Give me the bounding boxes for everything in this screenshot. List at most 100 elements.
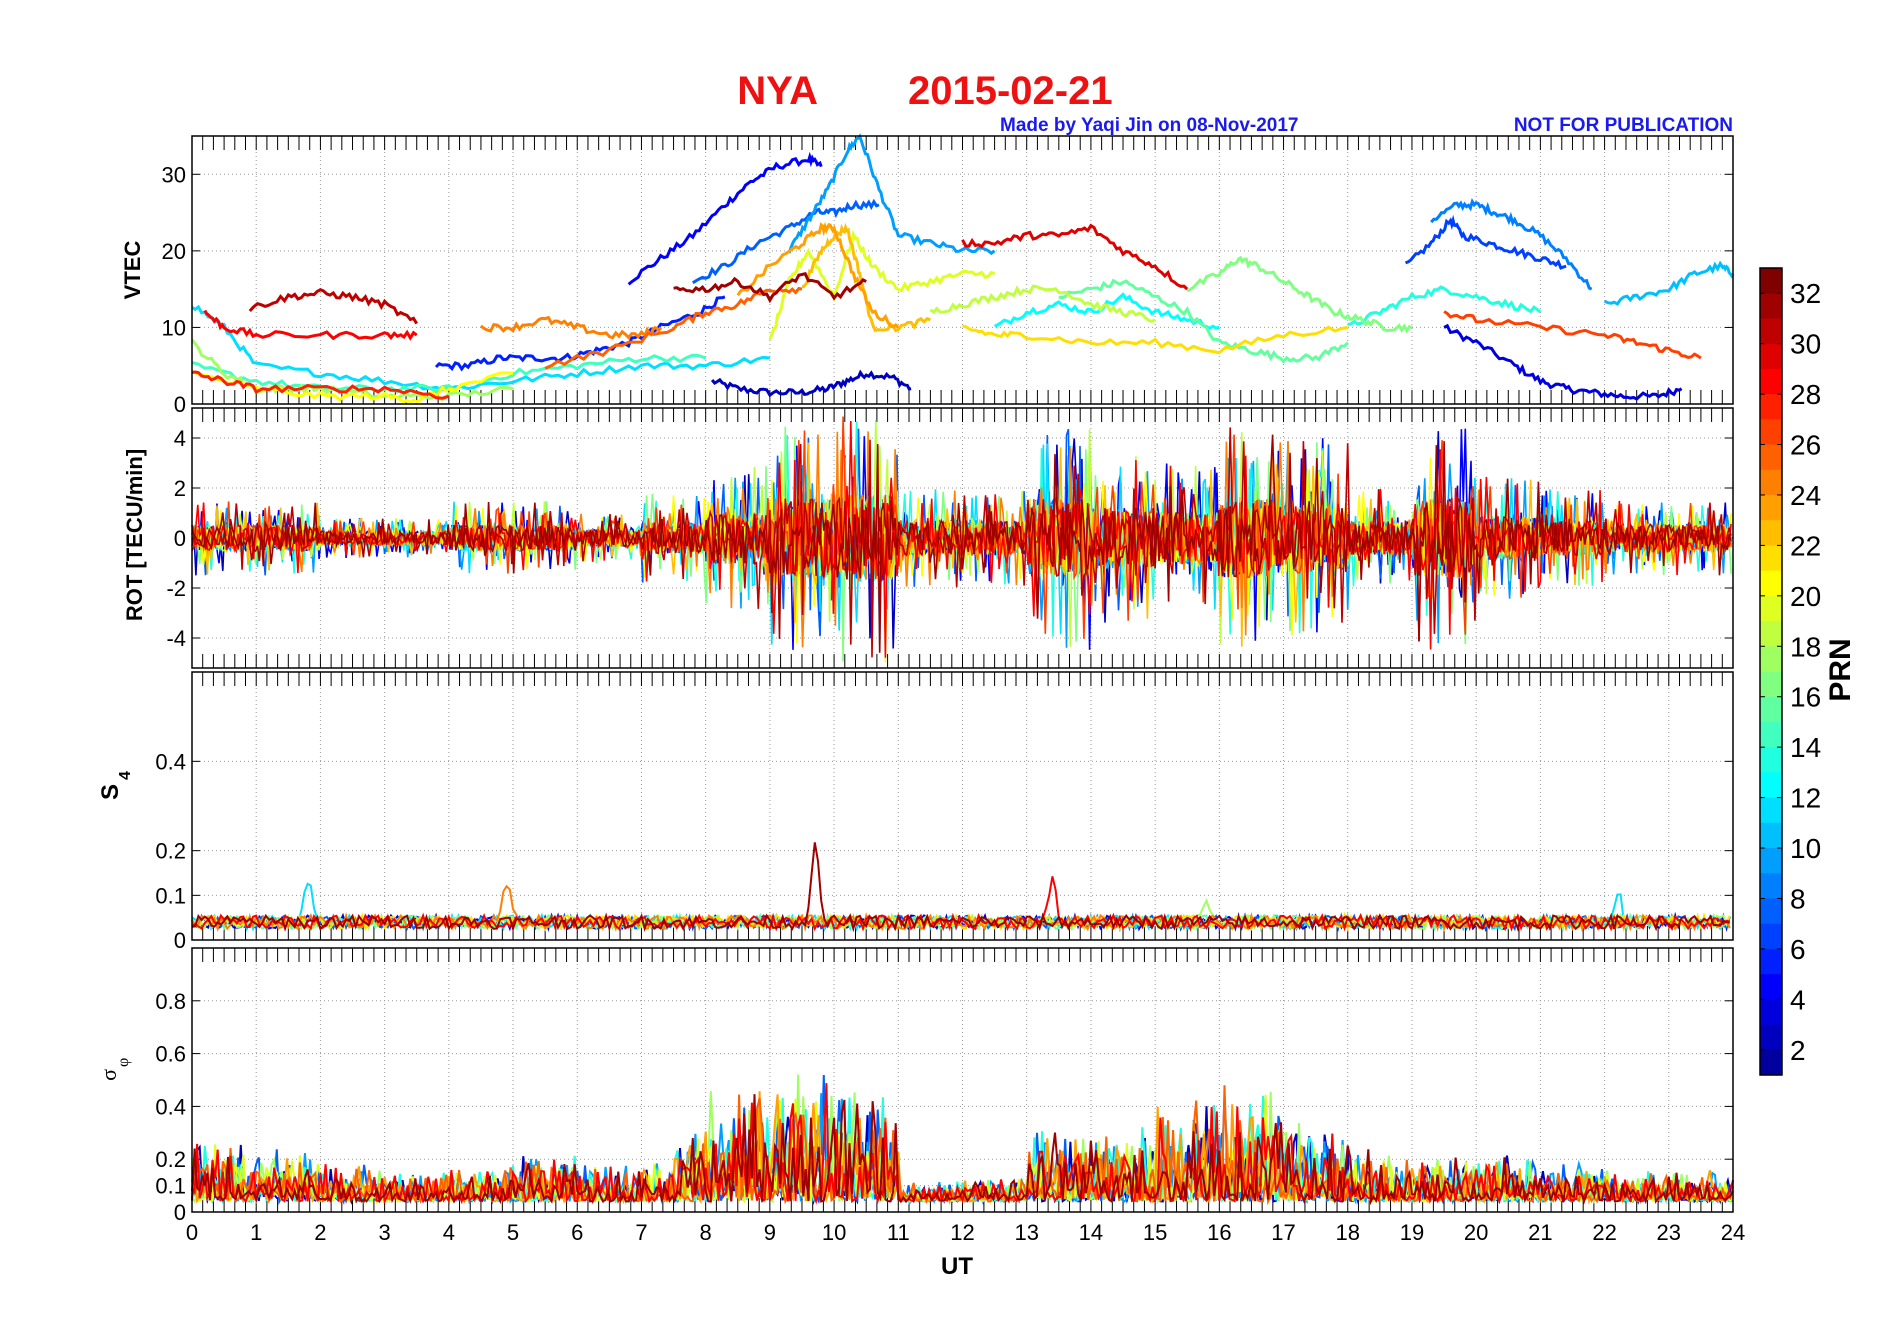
x-tick-label: 15 <box>1143 1220 1167 1245</box>
colorbar-tick-label: 6 <box>1790 934 1806 965</box>
vtec-series-prn-10 <box>787 133 996 256</box>
x-tick-label: 9 <box>764 1220 776 1245</box>
colorbar-cell <box>1760 520 1782 546</box>
title-station: NYA <box>737 69 818 113</box>
x-tick-label: 2 <box>314 1220 326 1245</box>
x-tick-label: 5 <box>507 1220 519 1245</box>
vtec-series-prn-27 <box>1443 310 1702 360</box>
x-tick-label: 7 <box>635 1220 647 1245</box>
colorbar-cell <box>1760 469 1782 496</box>
notice-text: NOT FOR PUBLICATION <box>1514 115 1733 136</box>
x-tick-label: 17 <box>1271 1220 1295 1245</box>
x-tick-label: 14 <box>1079 1220 1103 1245</box>
axes-frame <box>191 135 1734 405</box>
x-tick-label: 1 <box>250 1220 262 1245</box>
y-tick-label: 0.2 <box>155 839 186 864</box>
x-tick-label: 21 <box>1528 1220 1552 1245</box>
x-tick-label: 8 <box>700 1220 712 1245</box>
colorbar-cell <box>1760 797 1782 824</box>
x-tick-label: 10 <box>822 1220 846 1245</box>
colorbar-cell <box>1760 595 1782 622</box>
x-tick-label: 13 <box>1014 1220 1038 1245</box>
colorbar-tick-label: 12 <box>1790 783 1821 814</box>
vtec-series-prn-22 <box>962 324 1349 355</box>
colorbar-cell <box>1760 1024 1782 1051</box>
x-tick-label: 23 <box>1657 1220 1681 1245</box>
colorbar-cell <box>1760 721 1782 748</box>
vtec-series-prn-32 <box>673 271 867 304</box>
colorbar-tick-label: 26 <box>1790 430 1821 461</box>
vtec-series-prn-26 <box>544 286 803 370</box>
x-tick-label: 4 <box>443 1220 455 1245</box>
x-tick-label: 19 <box>1400 1220 1424 1245</box>
vtec-series-prn-30 <box>961 223 1189 291</box>
vtec-series-prn-12 <box>191 304 771 392</box>
credit-text: Made by Yaqi Jin on 08-Nov-2017 <box>1000 115 1298 136</box>
colorbar-tick-label: 28 <box>1790 379 1821 410</box>
colorbar-cell <box>1760 444 1782 471</box>
y-tick-label: 2 <box>174 476 186 501</box>
y-tick-label: 0.4 <box>155 749 186 774</box>
axes-frame <box>191 407 1734 669</box>
s4-series-prn-32 <box>191 842 1730 933</box>
x-tick-label: 12 <box>950 1220 974 1245</box>
vtec-series-prn-28 <box>191 370 450 400</box>
colorbar-tick-label: 24 <box>1790 480 1821 511</box>
colorbar-tick-label: 22 <box>1790 530 1821 561</box>
rot-y-label: ROT [TECU/min] <box>122 449 147 621</box>
colorbar-cell <box>1760 419 1782 446</box>
x-tick-label: 24 <box>1721 1220 1745 1245</box>
colorbar-tick-label: 16 <box>1790 682 1821 713</box>
y-tick-label: 0.1 <box>155 883 186 908</box>
colorbar-cell <box>1760 948 1782 975</box>
y-tick-label: -4 <box>166 626 186 651</box>
vtec-series-prn-11 <box>1603 260 1735 306</box>
vtec-series-prn-13 <box>993 292 1220 331</box>
x-tick-label: 20 <box>1464 1220 1488 1245</box>
vtec-series-prn-6 <box>434 295 726 372</box>
vtec-series-prn-15 <box>191 353 707 394</box>
colorbar-cell <box>1760 494 1782 521</box>
axes-frame <box>191 947 1734 1213</box>
colorbar-tick-label: 8 <box>1790 883 1806 914</box>
vtec-series-prn-4 <box>1443 323 1683 401</box>
colorbar-label: PRN <box>1824 638 1857 701</box>
vtec-series-prn-29 <box>203 309 418 341</box>
colorbar-tick-label: 14 <box>1790 732 1821 763</box>
colorbar-cell <box>1760 646 1782 672</box>
colorbar-cell <box>1760 671 1782 698</box>
vtec-series-prn-23 <box>802 222 931 333</box>
colorbar-cell <box>1760 293 1782 319</box>
colorbar-cell <box>1760 999 1782 1026</box>
colorbar-cell <box>1760 923 1782 950</box>
vtec-series-prn-14 <box>1347 285 1542 326</box>
colorbar-cell <box>1760 974 1782 1000</box>
vtec-series-prn-25 <box>479 315 662 340</box>
colorbar-cell <box>1760 394 1782 420</box>
colorbar-tick-label: 4 <box>1790 984 1806 1015</box>
x-tick-label: 0 <box>186 1220 198 1245</box>
vtec-series-prn-17 <box>1186 255 1413 334</box>
vtec-series-prn-21 <box>191 370 514 404</box>
vtec-series-prn-8 <box>692 198 880 285</box>
vtec-series-prn-9 <box>1430 198 1593 291</box>
colorbar-cell <box>1760 772 1782 799</box>
y-tick-label: 10 <box>162 315 186 340</box>
colorbar-cell <box>1760 747 1782 773</box>
vtec-series-prn-3 <box>710 369 912 398</box>
title-date: 2015-02-21 <box>908 69 1113 113</box>
vtec-series-prn-31 <box>248 288 418 325</box>
vtec-series-prn-16 <box>1058 278 1349 364</box>
x-tick-label: 18 <box>1336 1220 1360 1245</box>
colorbar-cell <box>1760 848 1782 874</box>
vtec-series-prn-7 <box>1404 214 1567 270</box>
rot-series-prn-32 <box>191 434 1732 653</box>
colorbar-cell <box>1760 621 1782 647</box>
y-tick-label: 0.8 <box>155 989 186 1014</box>
y-tick-label: 0 <box>174 1200 186 1225</box>
y-tick-label: 0 <box>174 526 186 551</box>
colorbar-tick-label: 20 <box>1790 581 1821 612</box>
x-tick-label: 3 <box>379 1220 391 1245</box>
y-tick-label: 0 <box>174 928 186 953</box>
colorbar-tick-label: 32 <box>1790 278 1821 309</box>
